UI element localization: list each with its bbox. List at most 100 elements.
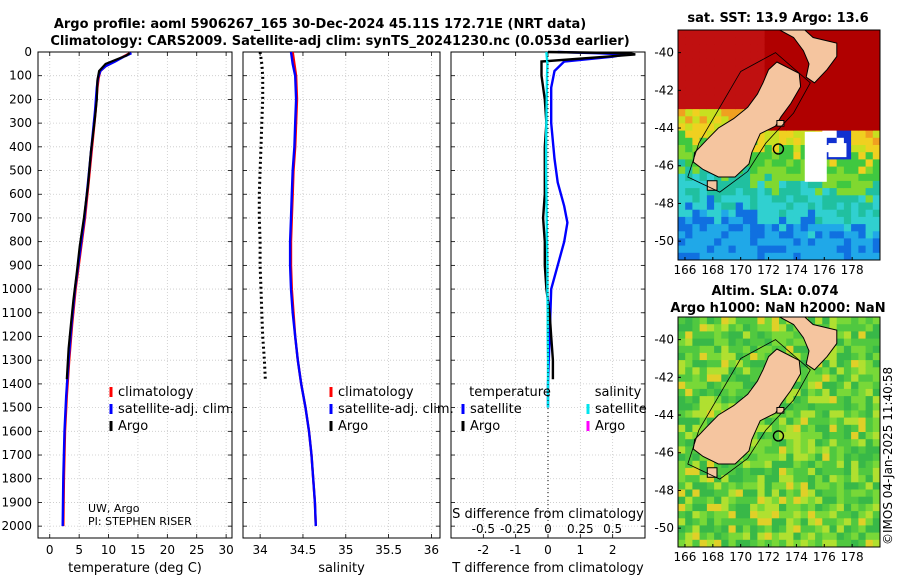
map-cell (851, 518, 859, 527)
map-cell (714, 324, 722, 332)
map-cell (872, 532, 880, 541)
map-cell (764, 37, 773, 45)
map-cell (764, 331, 773, 340)
map-cell (865, 137, 874, 146)
map-cell (865, 109, 874, 117)
map-cell (692, 352, 701, 361)
map-cell (836, 252, 845, 260)
land-polygon-2 (706, 180, 718, 191)
map-cell (742, 252, 751, 260)
map-cell (750, 482, 758, 491)
map-cell (678, 525, 686, 534)
x-tick-label: 15 (130, 543, 145, 557)
y-tick-label: 2000 (1, 519, 32, 533)
map-cell (706, 209, 715, 218)
map-cell (692, 245, 701, 254)
map-cell (865, 446, 874, 455)
map-cell (692, 209, 701, 218)
map-cell (807, 518, 816, 527)
map-cell (706, 525, 715, 534)
map-cell (829, 216, 838, 225)
map-cell (851, 511, 859, 519)
map-cell (843, 417, 852, 426)
map-cell (786, 396, 794, 404)
map-cell (728, 324, 737, 332)
land-polygon-2 (706, 467, 718, 478)
map-cell (678, 532, 686, 541)
map-cell (779, 446, 787, 455)
series-line-1 (540, 50, 636, 380)
map-cell (771, 37, 780, 45)
map-cell (815, 123, 823, 132)
map-cell (872, 180, 880, 189)
map-cell (714, 231, 722, 240)
map-cell (699, 252, 708, 260)
legend-label: Argo (118, 419, 148, 434)
map-cell (786, 410, 794, 419)
map-cell (771, 338, 780, 347)
map-cell (750, 453, 758, 462)
map-cell (872, 388, 880, 397)
map-cell (786, 446, 794, 455)
map-cell (678, 73, 686, 81)
map-cell (678, 51, 686, 60)
map-cell (872, 439, 880, 447)
map-cell (836, 482, 845, 491)
map-cell (851, 87, 859, 96)
map-cell (872, 87, 880, 96)
map-cell (764, 467, 773, 476)
map-cell (829, 453, 838, 462)
map-x-tick-label: 174 (785, 550, 808, 564)
map-cell (829, 231, 838, 240)
map-cell (836, 324, 845, 332)
map-cell (685, 525, 693, 534)
map-cell (721, 252, 730, 260)
map-cell (779, 503, 787, 512)
map-cell (843, 37, 852, 45)
map-y-tick-label: -50 (654, 234, 674, 248)
map-cell (721, 496, 730, 505)
map-cell (699, 410, 708, 419)
map-cell (829, 130, 838, 139)
map-cell (786, 539, 794, 547)
map-cell (742, 238, 751, 247)
map-cell (714, 482, 722, 491)
map-cell (742, 224, 751, 232)
map-cell (858, 245, 867, 254)
map-cell (779, 460, 787, 469)
map-cell (757, 503, 766, 512)
map-cell (843, 460, 852, 469)
map-cell (706, 381, 715, 390)
map-cell (699, 94, 708, 103)
map-cell (872, 331, 880, 340)
map-cell (793, 467, 802, 476)
map-cell (757, 317, 766, 325)
map-cell (728, 51, 737, 60)
map-cell (750, 324, 758, 332)
map-cell (793, 202, 802, 211)
map-cell (829, 188, 838, 196)
map-cell (843, 65, 852, 74)
map-cell (843, 109, 852, 117)
map-cell (836, 65, 845, 74)
map-cell (764, 518, 773, 527)
y-tick-label: 900 (9, 258, 32, 272)
y-tick-label: 1600 (1, 424, 32, 438)
map-cell (757, 73, 766, 81)
x-tick-label: 34 (252, 543, 267, 557)
map-cell (851, 123, 859, 132)
map-cell (685, 374, 693, 383)
map-cell (692, 417, 701, 426)
map-cell (714, 381, 722, 390)
map-cell (721, 30, 730, 38)
map-cell (685, 489, 693, 498)
map-cell (786, 58, 794, 67)
map-cell (685, 403, 693, 412)
map-cell (750, 460, 758, 469)
map-cell (714, 345, 722, 354)
map-cell (692, 338, 701, 347)
map-cell (714, 123, 722, 132)
map-cell (750, 87, 758, 96)
map-cell (771, 224, 780, 232)
map-cell (721, 173, 730, 182)
